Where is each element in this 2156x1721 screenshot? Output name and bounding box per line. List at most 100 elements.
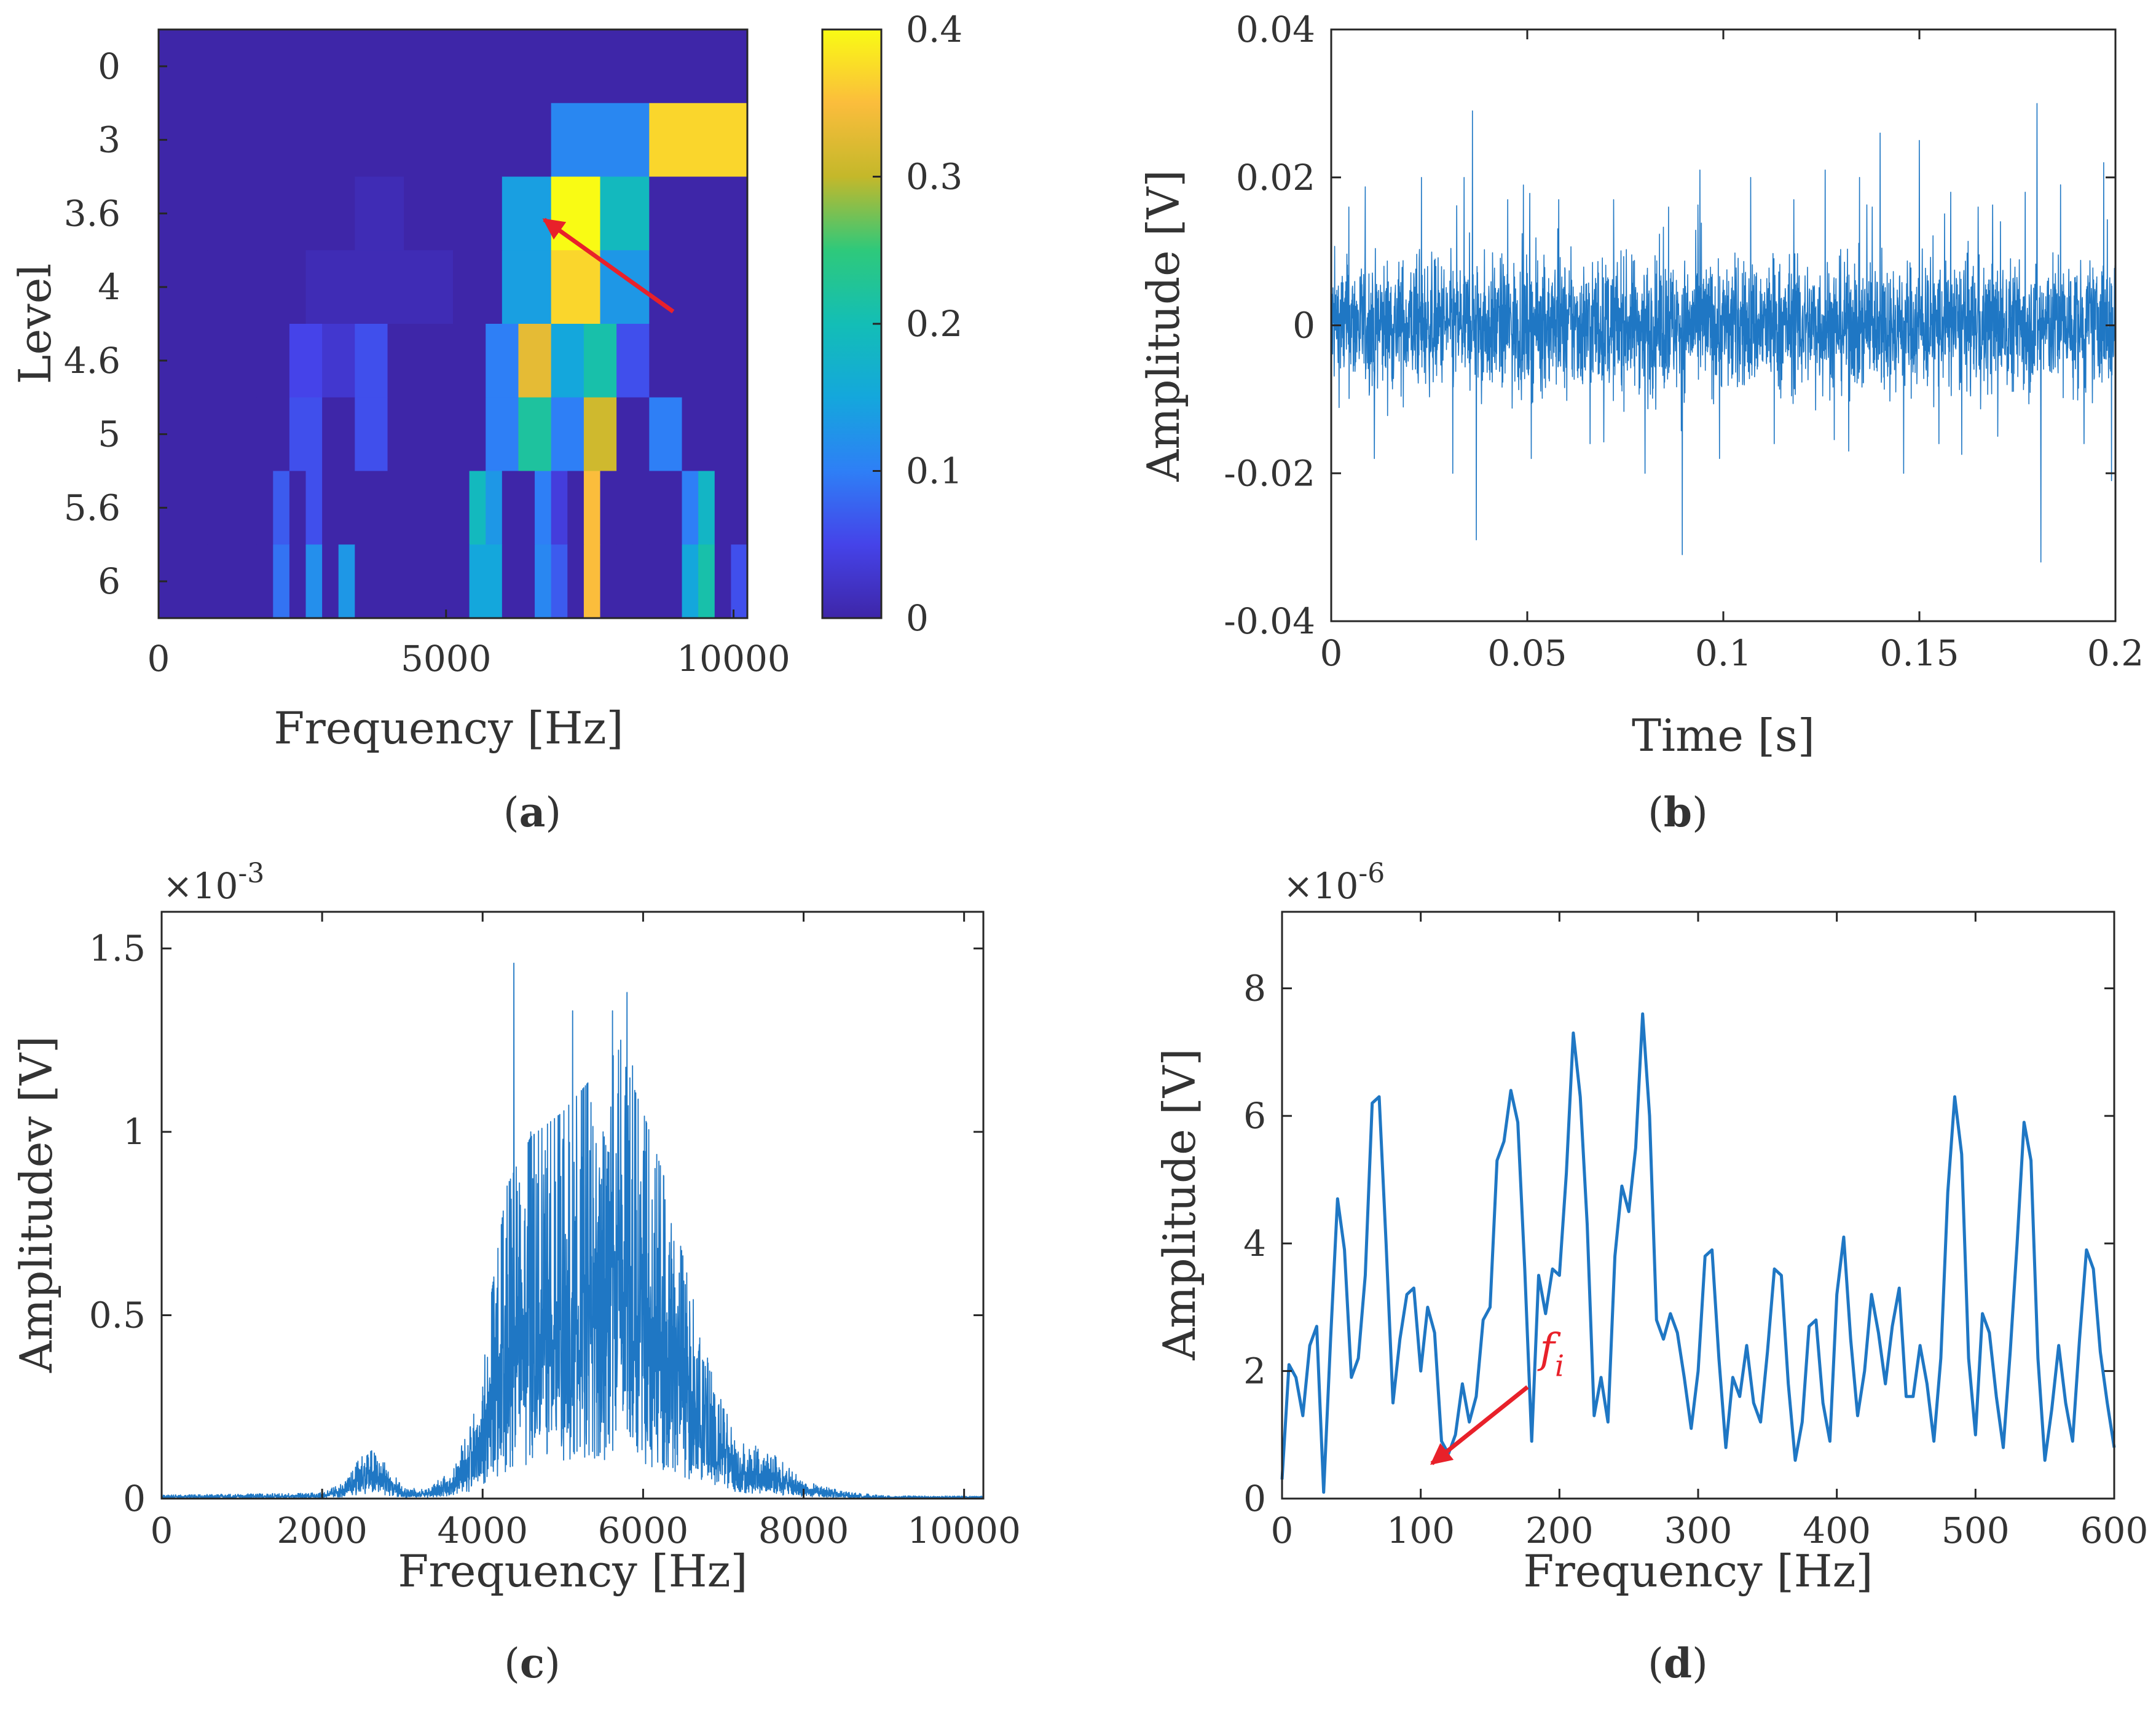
heatmap-cell xyxy=(305,544,323,619)
heatmap-cell xyxy=(682,471,699,545)
heatmap-cell xyxy=(404,544,421,619)
heatmap-cell xyxy=(502,544,519,619)
heatmap-cell xyxy=(453,471,470,545)
spectrum-multiplier-base: ×10 xyxy=(163,865,238,907)
heatmap-cell xyxy=(665,544,683,619)
panel-b: -0.04 -0.02 0 0.02 0.04 0 0.05 0.1 0.15 0.2 Ampl… xyxy=(1138,9,2144,836)
heatmap-cell xyxy=(371,471,388,545)
heatmap-cell xyxy=(551,250,601,324)
signal-y-tick-label: -0.04 xyxy=(1224,600,1315,642)
level-tick-label: 5 xyxy=(98,414,120,455)
heatmap-cell xyxy=(224,324,258,398)
heatmap-cell xyxy=(322,544,339,619)
signal-y-tick-labels: -0.04 -0.02 0 0.02 0.04 xyxy=(1224,9,2115,642)
colorbar xyxy=(821,28,883,619)
heatmap-axes-frame xyxy=(157,28,749,619)
heatmap-cell xyxy=(371,544,388,619)
heatmap-cell xyxy=(486,397,519,472)
fault-frequency-arrow xyxy=(1430,1385,1529,1465)
heatmap-cell xyxy=(404,176,454,251)
heatmap-cell xyxy=(191,397,225,472)
heatmap-cell xyxy=(159,103,258,178)
low-freq-y-tick-label: 6 xyxy=(1243,1095,1266,1137)
level-tick-label: 5.6 xyxy=(64,487,120,528)
heatmap-cell xyxy=(731,471,748,545)
level-tick-label: 4 xyxy=(98,266,120,308)
signal-x-tick-label: 0.1 xyxy=(1695,632,1752,674)
level-tick-label: 3.6 xyxy=(64,192,120,234)
heatmap-cell xyxy=(420,324,454,398)
heatmap-cell xyxy=(714,397,748,472)
heatmap-cell xyxy=(420,471,437,545)
heatmap-cell xyxy=(714,471,731,545)
low-freq-spectrum-line xyxy=(1280,1012,2116,1494)
heatmap-cell xyxy=(486,544,503,619)
spectrum-x-tick-label: 4000 xyxy=(437,1510,528,1551)
signal-x-tick-label: 0.15 xyxy=(1879,632,1959,674)
heatmap-cell xyxy=(453,544,470,619)
heatmap-cell xyxy=(649,544,666,619)
heatmap-cell xyxy=(305,176,355,251)
signal-ylabel: Amplitude [V] xyxy=(1138,170,1189,482)
heatmap-cell xyxy=(355,103,454,178)
heatmap-cell xyxy=(518,397,552,472)
heatmap-cell xyxy=(175,544,192,619)
frequency-tick-label: 10000 xyxy=(677,638,790,680)
spectrum-y-tick-label: 1 xyxy=(123,1111,146,1153)
heatmap-cell xyxy=(616,544,634,619)
heatmap-cell xyxy=(273,471,290,545)
heatmap-cells xyxy=(159,29,748,619)
heatmap-cell xyxy=(240,544,258,619)
heatmap-ylabel: Level xyxy=(9,264,61,385)
colorbar-tick-label: 0.2 xyxy=(906,303,962,345)
signal-x-tick-label: 0 xyxy=(1320,632,1343,674)
heatmap-cell xyxy=(616,324,650,398)
low-freq-y-tick-label: 2 xyxy=(1243,1350,1266,1392)
heatmap-cell xyxy=(649,324,683,398)
heatmap-cell xyxy=(714,324,748,398)
heatmap-cell xyxy=(632,544,650,619)
heatmap-cell xyxy=(649,250,699,324)
frequency-tick-label: 0 xyxy=(148,638,170,680)
signal-y-tick-label: 0.02 xyxy=(1236,157,1315,198)
panel-a-label: (a) xyxy=(503,788,561,836)
heatmap-cell xyxy=(518,471,535,545)
colorbar-tick-labels: 0 0.1 0.2 0.3 0.4 xyxy=(873,9,962,639)
panel-d-label: (d) xyxy=(1648,1639,1708,1687)
heatmap-cell xyxy=(420,397,454,472)
panel-c: 0 0.5 1 1.5 0 2000 4000 6000 8000 10000 ×10-3 Am… xyxy=(10,858,1021,1687)
heatmap-cell xyxy=(289,397,323,472)
low-freq-y-tick-labels: 0 2 4 6 8 xyxy=(1243,968,2114,1519)
signal-y-tick-label: 0 xyxy=(1292,305,1315,347)
heatmap-cell xyxy=(632,471,650,545)
heatmap-cell xyxy=(600,471,617,545)
heatmap-cell xyxy=(355,544,372,619)
panel-b-letter: b xyxy=(1664,788,1692,836)
panel-c-label: (c) xyxy=(504,1639,561,1687)
heatmap-cell xyxy=(665,471,683,545)
heatmap-cell xyxy=(289,324,323,398)
heatmap-cell xyxy=(191,471,208,545)
heatmap-cell xyxy=(387,324,421,398)
heatmap-cell xyxy=(551,103,650,178)
heatmap-cell xyxy=(273,544,290,619)
heatmap-cell xyxy=(256,250,307,324)
heatmap-cell xyxy=(502,176,552,251)
frequency-tick-labels: 0 5000 10000 xyxy=(148,610,790,680)
heatmap-cell xyxy=(583,471,601,545)
heatmap-cell xyxy=(338,471,355,545)
spectrum-x-tick-label: 0 xyxy=(151,1510,173,1551)
heatmap-cell xyxy=(289,471,307,545)
spectrum-x-tick-label: 10000 xyxy=(907,1510,1021,1551)
heatmap-cell xyxy=(224,471,241,545)
heatmap-cell xyxy=(404,250,454,324)
panel-a: 0 3 3.6 4 4.6 5 5.6 6 0 5000 10000 Level Frequenc… xyxy=(9,9,962,836)
heatmap-cell xyxy=(436,471,454,545)
heatmap-cell xyxy=(714,544,731,619)
low-freq-xlabel: Frequency [Hz] xyxy=(1523,1545,1873,1597)
heatmap-cell xyxy=(207,471,225,545)
heatmap-cell xyxy=(256,176,307,251)
signal-x-tick-labels: 0 0.05 0.1 0.15 0.2 xyxy=(1320,29,2144,674)
heatmap-cell xyxy=(551,397,584,472)
